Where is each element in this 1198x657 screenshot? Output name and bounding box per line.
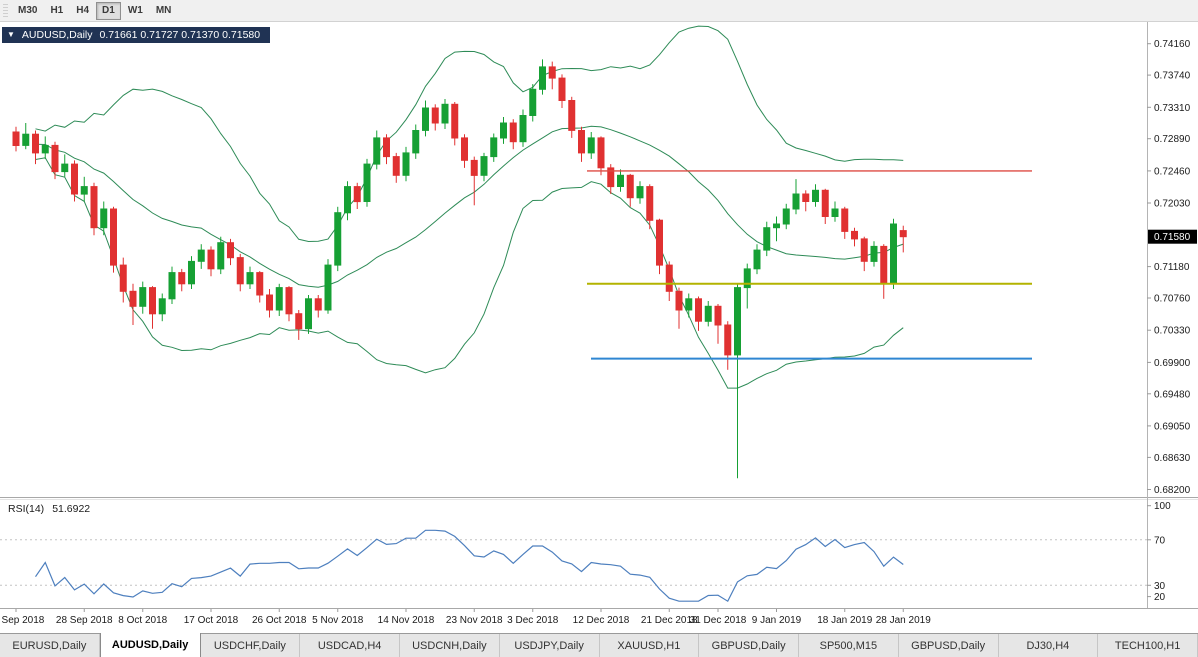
svg-text:0.72460: 0.72460 bbox=[1154, 166, 1191, 177]
svg-text:0.69900: 0.69900 bbox=[1154, 358, 1191, 369]
date-axis: 19 Sep 2018 28 Sep 2018 8 Oct 2018 17 Oct 2… bbox=[0, 609, 931, 626]
svg-text:0.68630: 0.68630 bbox=[1154, 453, 1191, 464]
svg-text:26 Oct 2018: 26 Oct 2018 bbox=[252, 615, 307, 626]
svg-text:12 Dec 2018: 12 Dec 2018 bbox=[573, 615, 630, 626]
svg-text:0.69480: 0.69480 bbox=[1154, 389, 1191, 400]
tab-usdcad-h4[interactable]: USDCAD,H4 bbox=[300, 634, 400, 657]
svg-text:30: 30 bbox=[1154, 581, 1166, 592]
svg-text:21 Dec 2018: 21 Dec 2018 bbox=[641, 615, 698, 626]
svg-text:0.71580: 0.71580 bbox=[1154, 232, 1191, 243]
svg-text:31 Dec 2018: 31 Dec 2018 bbox=[690, 615, 747, 626]
symbol-tabbar: EURUSD,Daily AUDUSD,Daily USDCHF,Daily USDC… bbox=[0, 633, 1198, 657]
chart-title-bar: ▼ AUDUSD,Daily 0.71661 0.71727 0.71370 0… bbox=[2, 27, 271, 43]
svg-text:5 Nov 2018: 5 Nov 2018 bbox=[312, 615, 364, 626]
svg-text:17 Oct 2018: 17 Oct 2018 bbox=[184, 615, 239, 626]
svg-text:0.71180: 0.71180 bbox=[1154, 262, 1190, 273]
svg-text:8 Oct 2018: 8 Oct 2018 bbox=[118, 615, 167, 626]
svg-text:9 Jan 2019: 9 Jan 2019 bbox=[752, 615, 802, 626]
bollinger-upper-band bbox=[35, 25, 904, 243]
bollinger-middle-band bbox=[35, 125, 904, 288]
tab-audusd-daily[interactable]: AUDUSD,Daily bbox=[99, 633, 201, 657]
svg-text:19 Sep 2018: 19 Sep 2018 bbox=[0, 615, 45, 626]
svg-text:28 Jan 2019: 28 Jan 2019 bbox=[876, 615, 931, 626]
tab-tech100-h1[interactable]: TECH100,H1 bbox=[1098, 634, 1198, 657]
tab-xauusd-h1[interactable]: XAUUSD,H1 bbox=[599, 634, 700, 657]
chart-ohlc-values: 0.71661 0.71727 0.71370 0.71580 bbox=[99, 29, 261, 41]
rsi-line bbox=[35, 529, 904, 603]
svg-text:0.68200: 0.68200 bbox=[1154, 485, 1191, 496]
timeframe-button-m30[interactable]: M30 bbox=[18, 5, 38, 16]
rsi-indicator-label: RSI(14) 51.6922 bbox=[5, 503, 94, 515]
svg-text:0.74160: 0.74160 bbox=[1154, 39, 1191, 50]
timeframe-toolbar-buttons: M30 H1 H4 D1 W1 MN bbox=[12, 1, 177, 20]
svg-text:18 Jan 2019: 18 Jan 2019 bbox=[817, 615, 872, 626]
tab-usdcnh-daily[interactable]: USDCNH,Daily bbox=[400, 634, 500, 657]
timeframe-button-mn[interactable]: MN bbox=[155, 5, 172, 16]
candles-layer bbox=[12, 59, 907, 479]
chart-window: 0.74160 0.73740 0.73310 0.72890 0.72460 0.720… bbox=[0, 22, 1198, 633]
dropdown-triangle-icon[interactable]: ▼ bbox=[7, 30, 15, 39]
tab-usdjpy-daily[interactable]: USDJPY,Daily bbox=[499, 634, 600, 657]
timeframe-button-w1[interactable]: W1 bbox=[127, 5, 143, 16]
chart-symbol-label: AUDUSD,Daily bbox=[21, 29, 93, 41]
svg-text:28 Sep 2018: 28 Sep 2018 bbox=[56, 615, 113, 626]
rsi-name: RSI(14) bbox=[8, 503, 45, 515]
timeframe-button-h4[interactable]: H4 bbox=[76, 5, 90, 16]
tab-gbpusd-daily[interactable]: GBPUSD,Daily bbox=[699, 634, 799, 657]
bollinger-lower-band bbox=[35, 157, 904, 389]
price-axis: 0.74160 0.73740 0.73310 0.72890 0.72460 0.720… bbox=[1147, 39, 1191, 603]
toolbar-grip-icon[interactable] bbox=[3, 3, 8, 18]
tab-dj30-h4[interactable]: DJ30,H4 bbox=[998, 634, 1099, 657]
price-badge: 0.71580 bbox=[1148, 229, 1197, 244]
rsi-value: 51.6922 bbox=[52, 503, 91, 515]
svg-text:3 Dec 2018: 3 Dec 2018 bbox=[507, 615, 559, 626]
svg-text:14 Nov 2018: 14 Nov 2018 bbox=[378, 615, 435, 626]
svg-text:20: 20 bbox=[1154, 592, 1166, 603]
svg-text:100: 100 bbox=[1154, 501, 1171, 512]
svg-text:0.70760: 0.70760 bbox=[1154, 294, 1191, 305]
price-chart-canvas[interactable]: 0.74160 0.73740 0.73310 0.72890 0.72460 0.720… bbox=[0, 22, 1198, 633]
svg-text:0.72030: 0.72030 bbox=[1154, 199, 1191, 210]
tab-usdchf-daily[interactable]: USDCHF,Daily bbox=[200, 634, 301, 657]
tab-eurusd-daily[interactable]: EURUSD,Daily bbox=[0, 634, 100, 657]
svg-text:70: 70 bbox=[1154, 535, 1166, 546]
svg-text:0.73740: 0.73740 bbox=[1154, 71, 1191, 82]
svg-text:0.73310: 0.73310 bbox=[1154, 103, 1191, 114]
timeframe-button-d1[interactable]: D1 bbox=[96, 1, 121, 20]
svg-text:23 Nov 2018: 23 Nov 2018 bbox=[446, 615, 503, 626]
svg-text:0.69050: 0.69050 bbox=[1154, 421, 1191, 432]
svg-text:0.70330: 0.70330 bbox=[1154, 326, 1191, 337]
tab-gbpusd-daily[interactable]: GBPUSD,Daily bbox=[898, 634, 999, 657]
svg-text:0.72890: 0.72890 bbox=[1154, 134, 1191, 145]
tab-sp500-m15[interactable]: SP500,M15 bbox=[799, 634, 899, 657]
timeframe-toolbar: M30 H1 H4 D1 W1 MN bbox=[0, 0, 1198, 22]
timeframe-button-h1[interactable]: H1 bbox=[50, 5, 64, 16]
